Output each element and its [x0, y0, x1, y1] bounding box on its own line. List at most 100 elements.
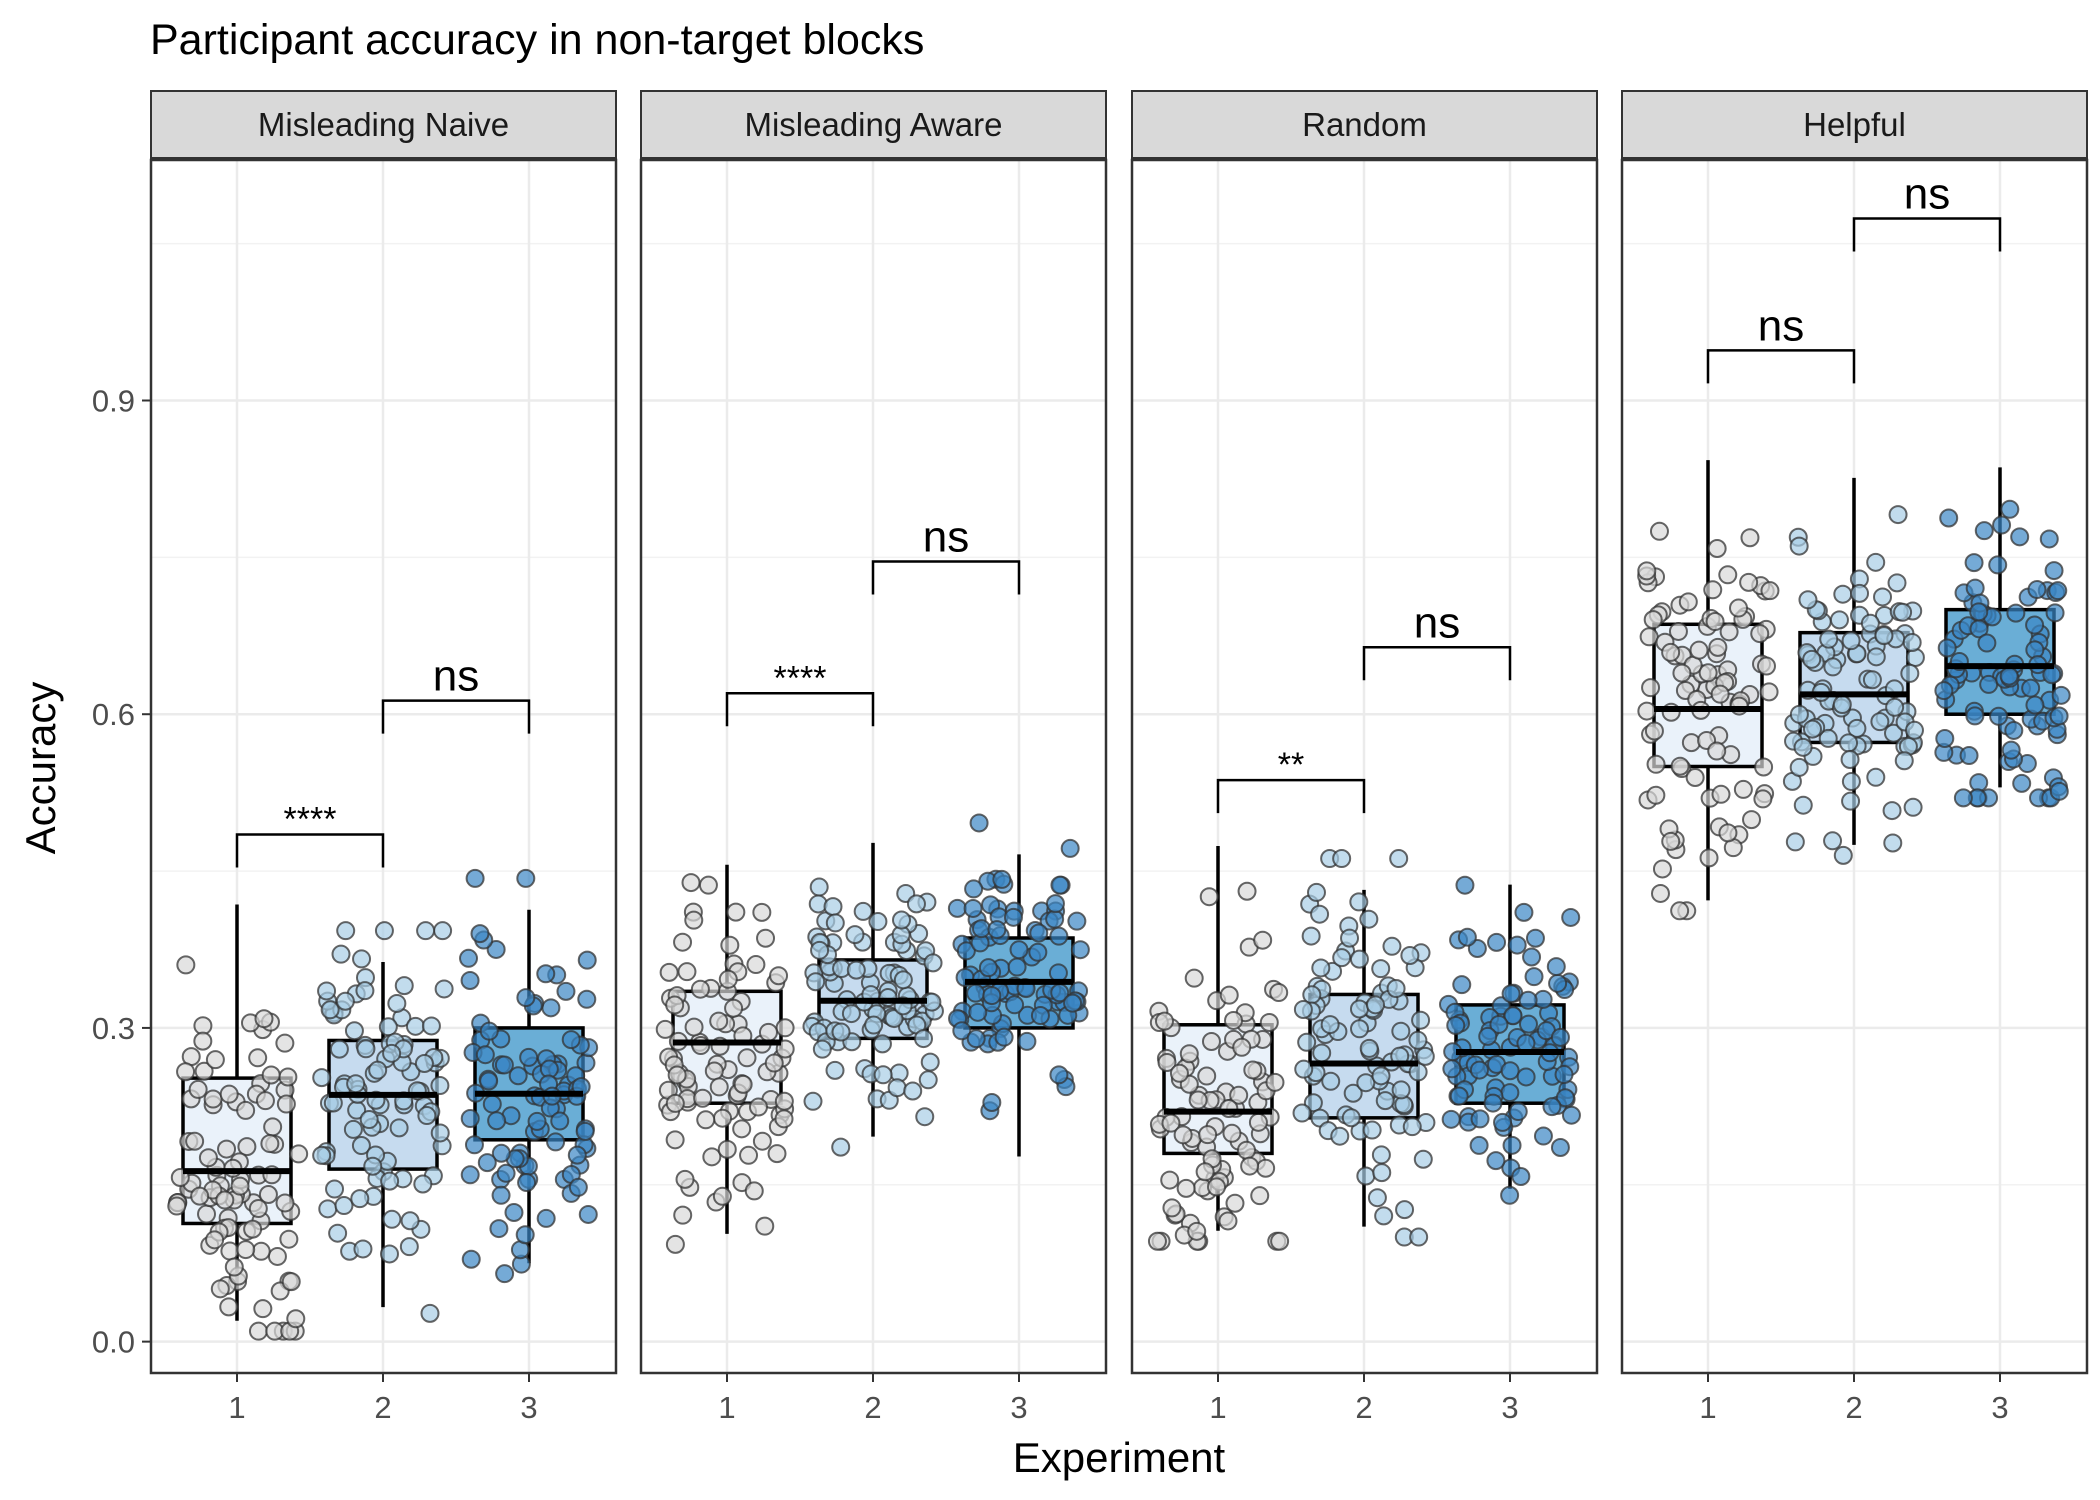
data-point [726, 902, 746, 922]
y-axis-title: Accuracy [17, 682, 64, 855]
boxplot-group [459, 868, 599, 1284]
facet-strip [150, 90, 617, 159]
data-point [1873, 587, 1893, 607]
data-point [1698, 663, 1718, 683]
data-point [1934, 681, 1954, 701]
data-point [236, 1100, 256, 1120]
data-point [1389, 849, 1409, 869]
data-point [504, 1202, 524, 1222]
data-point [1959, 746, 1979, 766]
data-point [1893, 602, 1913, 622]
data-point [1789, 536, 1809, 556]
data-point [1372, 1163, 1392, 1183]
data-point [1979, 674, 1999, 694]
data-point [918, 1070, 938, 1090]
data-point [1862, 670, 1882, 690]
data-point [1452, 975, 1472, 995]
data-point [379, 1244, 399, 1264]
data-point [982, 986, 1002, 1006]
data-point [434, 979, 454, 999]
data-point [1330, 1126, 1350, 1146]
data-point [1411, 1010, 1431, 1030]
data-point [803, 1091, 823, 1111]
data-point [884, 1009, 904, 1029]
data-point [1841, 772, 1861, 792]
data-point [516, 988, 536, 1008]
data-point [167, 1196, 187, 1216]
significance-bracket [235, 833, 385, 868]
x-tick-label: 1 [718, 1390, 735, 1425]
data-point [350, 1189, 370, 1209]
data-point [1332, 948, 1352, 968]
data-point [1070, 940, 1090, 960]
significance-bracket [1852, 217, 2002, 252]
facet-strip-label: Misleading Aware [744, 106, 1002, 143]
data-point [1048, 963, 1068, 983]
data-point [966, 983, 986, 1003]
data-point [964, 879, 984, 899]
data-point [351, 1136, 371, 1156]
facet-strip [640, 90, 1107, 159]
data-point [2025, 615, 2045, 635]
data-point [1222, 1123, 1242, 1143]
data-point [318, 1199, 338, 1219]
x-tick-label: 1 [1209, 1390, 1226, 1425]
data-point [717, 1139, 737, 1159]
data-point [329, 1039, 349, 1059]
data-point [963, 898, 983, 918]
data-point [1293, 999, 1313, 1019]
data-point [1507, 935, 1527, 955]
data-point [1900, 663, 1920, 683]
data-point [508, 1066, 528, 1086]
boxplot-group [1147, 845, 1290, 1251]
data-point [517, 1173, 537, 1193]
data-point [1301, 926, 1321, 946]
data-point [744, 1181, 764, 1201]
data-point [812, 1039, 832, 1059]
data-point [1470, 1109, 1490, 1129]
x-tick-label: 3 [1991, 1390, 2008, 1425]
data-point [210, 1279, 230, 1299]
data-point [1840, 750, 1860, 770]
data-point [1045, 909, 1065, 929]
data-point [752, 902, 772, 922]
data-point [389, 1118, 409, 1138]
data-point [1320, 1015, 1340, 1035]
data-point [1823, 657, 1843, 677]
data-point [255, 1091, 275, 1111]
data-point [915, 1107, 935, 1127]
data-point [190, 1186, 210, 1206]
data-point [1514, 902, 1534, 922]
data-point [1007, 957, 1027, 977]
data-point [1789, 757, 1809, 777]
data-point [1250, 1186, 1270, 1206]
data-point [1223, 1010, 1243, 1030]
data-point [1359, 909, 1379, 929]
data-point [764, 1053, 784, 1073]
data-point [1866, 552, 1886, 572]
data-point [1757, 656, 1777, 676]
data-point [709, 1077, 729, 1097]
data-point [1184, 968, 1204, 988]
data-point [1989, 706, 2009, 726]
data-point [1489, 1014, 1509, 1034]
data-point [1157, 1052, 1177, 1072]
data-point [1446, 1015, 1466, 1035]
data-point [1754, 757, 1774, 777]
data-point [1197, 1066, 1217, 1086]
data-point [704, 1061, 724, 1081]
data-point [1173, 1125, 1193, 1145]
data-point [479, 1021, 499, 1041]
data-point [1793, 737, 1813, 757]
data-point [868, 912, 888, 932]
data-point [1969, 602, 1989, 622]
data-point [1365, 995, 1385, 1015]
data-point [655, 1019, 675, 1039]
data-point [399, 1237, 419, 1257]
data-point [258, 1185, 278, 1205]
data-point [1829, 610, 1849, 630]
data-point [1661, 831, 1681, 851]
data-point [1685, 768, 1705, 788]
data-point [1350, 1019, 1370, 1039]
data-point [460, 1165, 480, 1185]
